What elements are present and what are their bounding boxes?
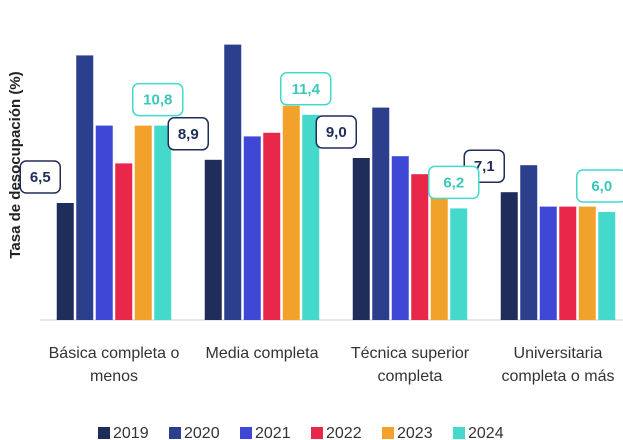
data-label: 6,2 <box>443 174 464 191</box>
data-label: 6,5 <box>30 169 51 186</box>
bar <box>224 44 242 320</box>
label-box <box>315 115 357 149</box>
bar <box>302 114 320 320</box>
legend-swatch <box>240 427 252 439</box>
legend-label: 2019 <box>113 425 149 440</box>
bar <box>598 212 616 320</box>
legend-swatch <box>311 427 323 439</box>
bar <box>391 156 409 320</box>
legend-swatch <box>382 427 394 439</box>
bar <box>204 159 222 320</box>
legend-label: 2023 <box>397 425 433 440</box>
label-box <box>19 160 61 194</box>
bar <box>263 132 281 320</box>
data-label: 9,0 <box>326 124 347 141</box>
legend-label: 2022 <box>326 425 362 440</box>
label-box <box>280 72 332 106</box>
bar <box>520 165 538 320</box>
bar <box>539 206 557 320</box>
bar <box>352 158 370 320</box>
legend-swatch <box>98 427 110 439</box>
label-box <box>428 165 480 200</box>
bar <box>559 206 577 320</box>
bar <box>95 125 113 320</box>
bar <box>115 163 133 320</box>
label-box <box>576 169 623 203</box>
bar <box>56 203 74 320</box>
label-box <box>132 82 184 117</box>
data-label: 11,4 <box>292 81 321 98</box>
legend-label: 2020 <box>184 425 220 440</box>
bar <box>76 55 94 321</box>
bar <box>134 125 152 320</box>
bar <box>450 208 468 320</box>
bar <box>500 192 518 320</box>
legend-swatch <box>453 427 465 439</box>
bar <box>243 136 261 320</box>
bar <box>154 125 172 320</box>
data-label: 10,8 <box>143 92 172 109</box>
legend-swatch <box>169 427 181 439</box>
bar <box>372 107 390 320</box>
label-box <box>167 117 209 151</box>
x-tick-label: Media completa <box>205 345 319 362</box>
bar <box>411 174 429 320</box>
x-tick-label: Universitaria completa o más <box>501 345 615 385</box>
x-tick-label: Técnica superior completa <box>350 345 470 385</box>
bar <box>578 206 596 320</box>
data-label: 8,9 <box>178 126 199 143</box>
legend-label: 2024 <box>468 425 504 440</box>
bar <box>430 179 448 320</box>
bar <box>282 105 300 320</box>
y-axis-label: Tasa de desocupación (%) <box>7 71 24 258</box>
data-label: 6,0 <box>591 178 612 195</box>
x-tick-label: Básica completa o menos <box>48 345 180 385</box>
legend-label: 2021 <box>255 425 291 440</box>
